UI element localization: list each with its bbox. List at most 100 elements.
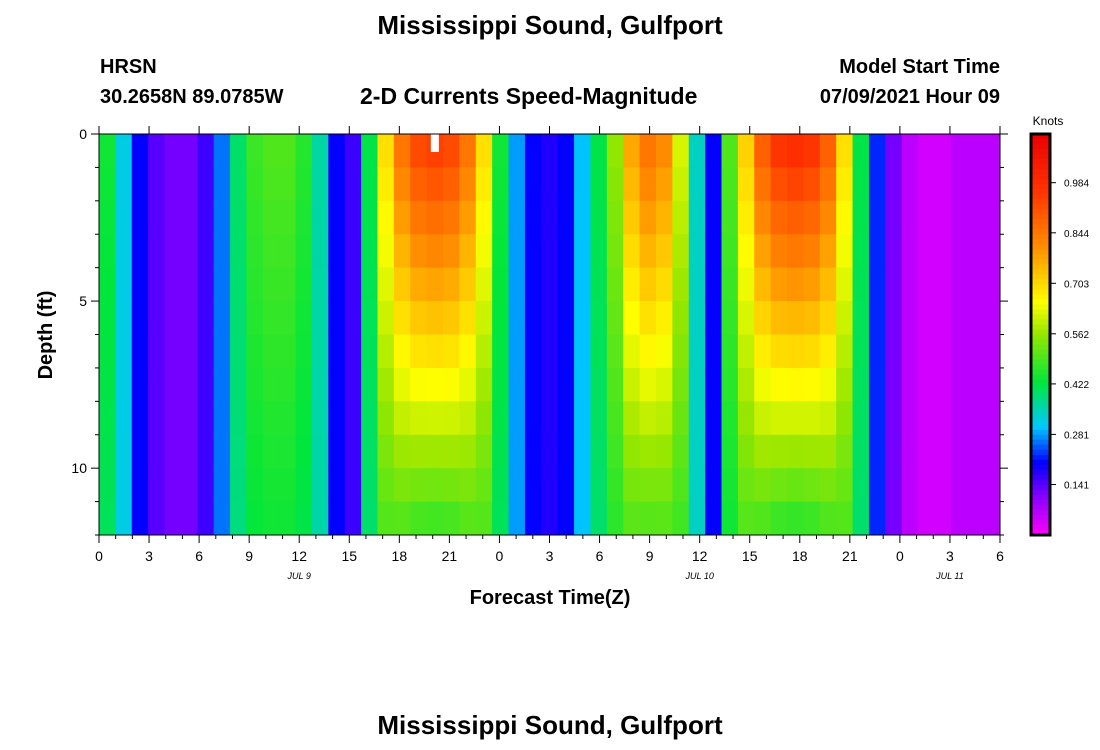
heatmap-cell bbox=[393, 367, 411, 402]
heatmap-cell bbox=[655, 234, 673, 269]
colorbar-swatch bbox=[1031, 469, 1050, 476]
heatmap-cell bbox=[655, 334, 673, 369]
heatmap-cell bbox=[99, 434, 116, 469]
heatmap-cell bbox=[393, 267, 411, 302]
heatmap-cell bbox=[328, 468, 346, 503]
heatmap-cell bbox=[426, 367, 444, 402]
heatmap-cell bbox=[426, 267, 444, 302]
heatmap-cell bbox=[197, 334, 215, 369]
heatmap-cell bbox=[836, 501, 854, 536]
heatmap-cell bbox=[197, 167, 215, 202]
colorbar-swatch bbox=[1031, 184, 1050, 190]
heatmap-cell bbox=[443, 301, 460, 335]
heatmap-cell bbox=[623, 468, 641, 503]
heatmap-cell bbox=[426, 167, 444, 202]
heatmap-cell bbox=[508, 301, 526, 335]
heatmap-cell bbox=[672, 468, 690, 503]
heatmap-cell bbox=[606, 401, 624, 436]
colorbar-swatch bbox=[1031, 444, 1050, 451]
heatmap-cell bbox=[344, 434, 362, 469]
heatmap-cell bbox=[230, 501, 247, 536]
heatmap-cell bbox=[983, 200, 1001, 235]
heatmap-cell bbox=[885, 267, 903, 302]
colorbar-swatch bbox=[1031, 344, 1050, 351]
heatmap-cell bbox=[950, 267, 968, 302]
colorbar-swatch bbox=[1031, 479, 1050, 486]
heatmap-cell bbox=[361, 167, 378, 202]
heatmap-cell bbox=[344, 501, 362, 536]
colorbar-swatch bbox=[1031, 434, 1050, 441]
colorbar-swatch bbox=[1031, 419, 1050, 426]
heatmap-cell bbox=[770, 468, 788, 503]
colorbar-swatch bbox=[1031, 484, 1050, 491]
heatmap-cell bbox=[705, 200, 723, 235]
heatmap-cell bbox=[328, 334, 346, 369]
heatmap-cell bbox=[967, 234, 985, 269]
heatmap-cell bbox=[262, 334, 280, 369]
heatmap-cell bbox=[426, 501, 444, 536]
heatmap-cell bbox=[164, 501, 182, 536]
heatmap-cell bbox=[492, 200, 510, 235]
heatmap-cell bbox=[655, 167, 673, 202]
heatmap-cell bbox=[721, 301, 739, 335]
heatmap-cell bbox=[983, 401, 1001, 436]
heatmap-cell bbox=[213, 267, 231, 302]
heatmap-cell bbox=[164, 167, 182, 202]
heatmap-cell bbox=[885, 334, 903, 369]
heatmap-cell bbox=[311, 468, 329, 503]
heatmap-cell bbox=[787, 401, 804, 436]
heatmap-cell bbox=[361, 434, 378, 469]
heatmap-cell bbox=[115, 267, 133, 302]
heatmap-cell bbox=[410, 367, 428, 402]
heatmap-cell bbox=[99, 134, 116, 168]
heatmap-cell bbox=[885, 134, 903, 168]
heatmap-cell bbox=[541, 501, 559, 536]
heatmap-cell bbox=[99, 367, 116, 402]
heatmap-cell bbox=[475, 334, 493, 369]
heatmap-cell bbox=[737, 267, 755, 302]
heatmap-cell bbox=[393, 200, 411, 235]
heatmap-cell bbox=[590, 501, 608, 536]
heatmap-cell bbox=[639, 200, 657, 235]
heatmap-cell bbox=[574, 301, 591, 335]
heatmap-cell bbox=[754, 434, 772, 469]
heatmap-cell bbox=[574, 200, 591, 235]
heatmap-cell bbox=[574, 434, 591, 469]
heatmap-cell bbox=[213, 367, 231, 402]
heatmap-cell bbox=[99, 501, 116, 536]
heatmap-cell bbox=[443, 234, 460, 269]
heatmap-cell bbox=[590, 134, 608, 168]
heatmap-cell bbox=[426, 234, 444, 269]
x-tick-label: 6 bbox=[996, 548, 1004, 564]
x-tick-label: 0 bbox=[896, 548, 904, 564]
heatmap-cell bbox=[885, 401, 903, 436]
heatmap-cell bbox=[787, 200, 804, 235]
colorbar-swatch bbox=[1031, 304, 1050, 311]
heatmap-cell bbox=[705, 334, 723, 369]
heatmap-cell bbox=[983, 234, 1001, 269]
heatmap-cell bbox=[885, 434, 903, 469]
heatmap-cell bbox=[492, 468, 510, 503]
heatmap-cell bbox=[655, 200, 673, 235]
heatmap-cell bbox=[967, 401, 985, 436]
heatmap-cell bbox=[623, 200, 641, 235]
heatmap-cell bbox=[377, 234, 395, 269]
heatmap-cell bbox=[295, 167, 313, 202]
heatmap-cell bbox=[787, 334, 804, 369]
x-tick-label: 9 bbox=[646, 548, 654, 564]
colorbar-swatch bbox=[1031, 264, 1050, 270]
heatmap-cell bbox=[590, 334, 608, 369]
x-tick-label: 15 bbox=[742, 548, 758, 564]
x-tick-label: 18 bbox=[392, 548, 408, 564]
colorbar-swatch bbox=[1031, 279, 1050, 285]
heatmap-cell bbox=[393, 134, 411, 168]
heatmap-cell bbox=[410, 334, 428, 369]
heatmap-cell bbox=[721, 334, 739, 369]
heatmap-cell bbox=[279, 200, 297, 235]
heatmap-cell bbox=[541, 434, 559, 469]
heatmap-cell bbox=[852, 401, 870, 436]
heatmap-cell bbox=[590, 234, 608, 269]
heatmap-cell bbox=[164, 134, 182, 168]
heatmap-cell bbox=[459, 501, 477, 536]
heatmap-cell bbox=[721, 367, 739, 402]
